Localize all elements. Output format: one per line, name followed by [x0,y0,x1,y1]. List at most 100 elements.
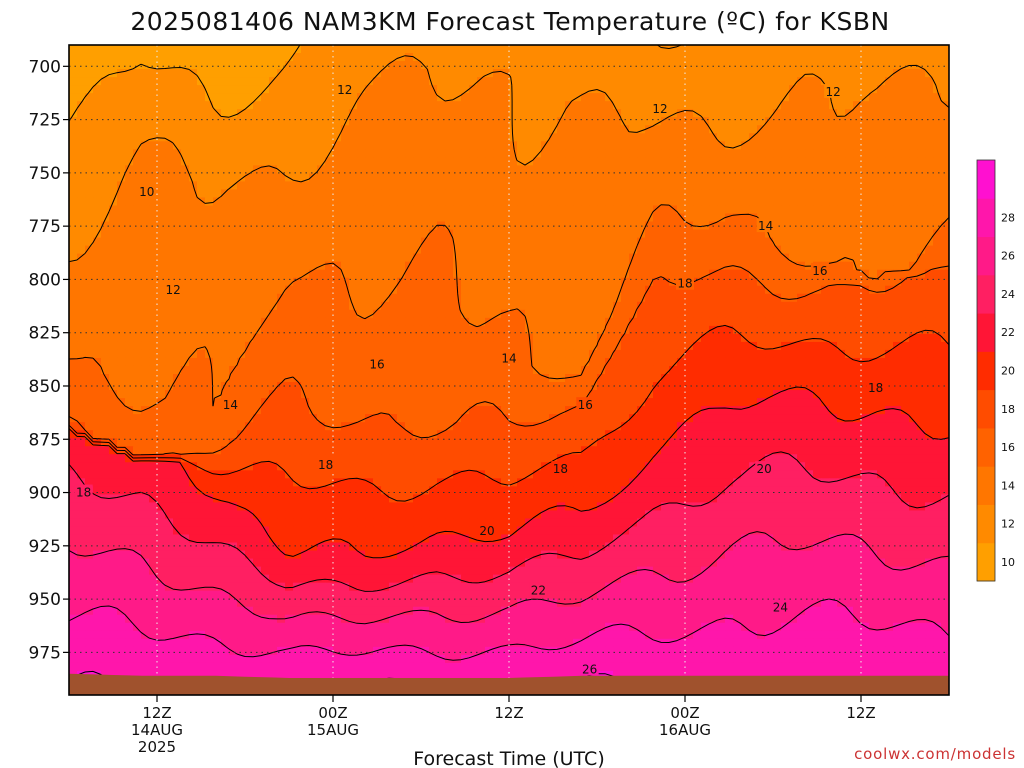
field-cell [253,69,262,78]
field-cell [869,205,878,215]
field-cell [757,189,766,199]
field-cell [421,61,430,70]
field-cell [365,269,374,279]
field-cell [933,109,942,118]
field-cell [253,173,262,183]
field-cell [205,221,214,231]
field-cell [381,173,390,183]
field-cell [685,101,694,110]
field-cell [933,205,942,215]
field-cell [77,181,86,191]
field-cell [717,181,726,191]
field-cell [557,189,566,199]
field-cell [933,374,942,383]
field-cell [933,301,942,311]
field-cell [909,45,918,54]
field-cell [77,53,86,62]
field-cell [773,333,782,343]
field-cell [469,374,478,383]
field-cell [405,205,414,215]
field-cell [181,165,190,174]
field-cell [365,117,374,126]
field-cell [173,293,182,303]
field-cell [629,382,638,391]
field-cell [861,349,870,359]
field-cell [645,141,654,150]
field-cell [701,349,710,359]
field-cell [245,165,254,174]
field-cell [101,221,110,231]
field-cell [85,117,94,126]
field-cell [685,173,694,183]
field-cell [637,85,646,94]
field-cell [677,93,686,102]
field-cell [717,45,726,54]
field-cell [437,277,446,287]
field-cell [549,141,558,150]
field-cell [293,325,302,335]
field-cell [333,357,342,367]
field-cell [485,189,494,199]
field-cell [821,117,830,126]
field-cell [437,237,446,247]
field-cell [909,253,918,263]
field-cell [261,333,270,343]
field-cell [117,317,126,327]
field-cell [885,85,894,94]
field-cell [365,133,374,142]
field-cell [541,85,550,94]
field-cell [117,365,126,375]
field-cell [653,253,662,263]
field-cell [461,173,470,183]
field-cell [869,149,878,158]
field-cell [501,269,510,279]
field-cell [221,101,230,110]
field-cell [69,141,78,150]
field-cell [469,93,478,102]
field-cell [477,69,486,78]
field-cell [909,197,918,207]
field-cell [341,374,350,383]
field-cell [189,285,198,295]
field-cell [293,213,302,223]
field-cell [533,77,542,86]
field-cell [189,221,198,231]
field-cell [901,93,910,102]
field-cell [805,301,814,311]
field-cell [757,301,766,311]
field-cell [77,301,86,311]
field-cell [589,157,598,166]
field-cell [709,317,718,327]
field-cell [69,173,78,183]
field-cell [245,253,254,263]
field-cell [461,357,470,367]
field-cell [293,197,302,207]
field-cell [637,45,646,54]
field-cell [933,285,942,295]
field-cell [733,93,742,102]
field-cell [453,109,462,118]
field-cell [429,277,438,287]
field-cell [149,221,158,231]
field-cell [925,165,934,174]
field-cell [525,149,534,158]
field-cell [461,253,470,263]
field-cell [709,109,718,118]
field-cell [493,365,502,375]
field-cell [941,285,949,295]
field-cell [709,374,718,383]
field-cell [117,237,126,247]
field-cell [109,245,118,255]
field-cell [141,149,150,158]
field-cell [397,221,406,231]
field-cell [653,165,662,174]
field-cell [845,157,854,166]
field-cell [77,133,86,142]
field-cell [933,341,942,351]
field-cell [541,181,550,191]
field-cell [821,165,830,174]
field-cell [173,317,182,327]
field-cell [541,205,550,215]
field-cell [389,141,398,150]
field-cell [261,157,270,166]
